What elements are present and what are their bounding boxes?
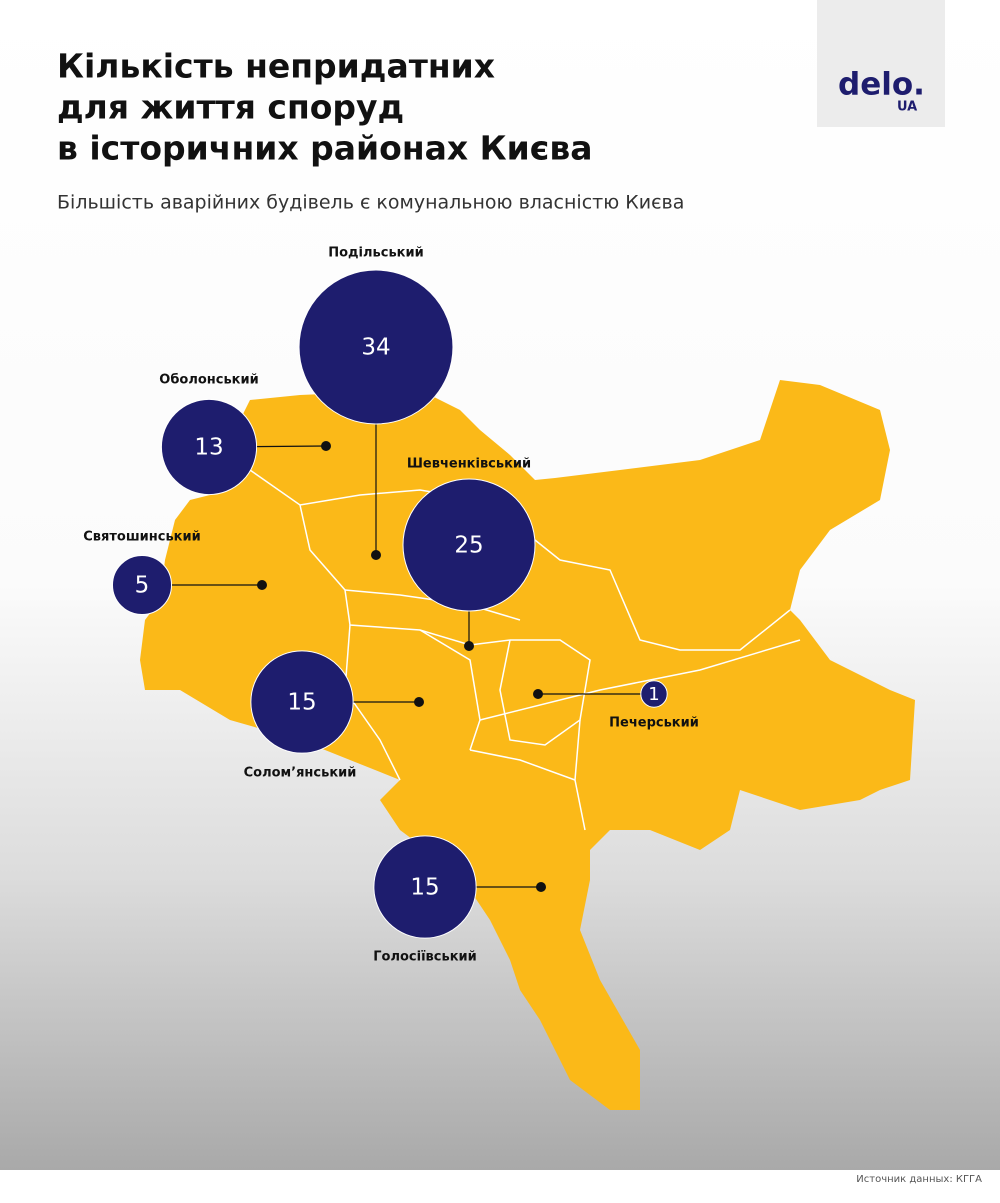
district-name: Солом’янський xyxy=(244,766,357,781)
footer-bg xyxy=(0,1170,1000,1199)
district-name: Святошинський xyxy=(83,530,200,545)
district-name: Оболонський xyxy=(159,373,258,388)
title-line: в історичних районах Києва xyxy=(57,129,592,168)
bubble xyxy=(402,478,536,612)
district-name: Голосіївський xyxy=(373,950,476,965)
district-dot xyxy=(321,441,331,451)
bubble xyxy=(160,398,258,496)
bubble xyxy=(111,554,173,616)
bubble xyxy=(298,269,454,425)
district-name: Печерський xyxy=(609,716,699,731)
district-dot xyxy=(536,882,546,892)
title-line: для життя споруд xyxy=(57,88,404,127)
bubble xyxy=(640,680,668,708)
district-name: Подільський xyxy=(328,246,423,261)
district-dot xyxy=(371,550,381,560)
district-dot xyxy=(533,689,543,699)
bubble-value: 5 xyxy=(135,573,150,599)
logo-text: delo. xyxy=(838,67,925,103)
bubble-value: 25 xyxy=(454,533,483,559)
bubble xyxy=(373,835,477,939)
bubble xyxy=(250,650,354,754)
bubble-value: 15 xyxy=(287,690,316,716)
district-dot xyxy=(257,580,267,590)
bubble-value: 13 xyxy=(194,435,223,461)
bubble-value: 1 xyxy=(648,684,659,705)
source: Источник данных: КГГА xyxy=(856,1174,982,1185)
district-borders xyxy=(249,469,801,831)
bubble-value: 34 xyxy=(361,335,390,361)
district-name: Шевченківський xyxy=(407,457,531,472)
logo-box xyxy=(817,0,945,127)
district-dot xyxy=(414,697,424,707)
district-dot xyxy=(464,641,474,651)
kyiv-map xyxy=(140,380,915,1110)
title-line: Кількість непридатних xyxy=(57,47,495,86)
logo-suffix: UA xyxy=(897,100,917,115)
subtitle: Більшість аварійних будівель є комунальн… xyxy=(57,192,684,214)
bubble-value: 15 xyxy=(410,875,439,901)
